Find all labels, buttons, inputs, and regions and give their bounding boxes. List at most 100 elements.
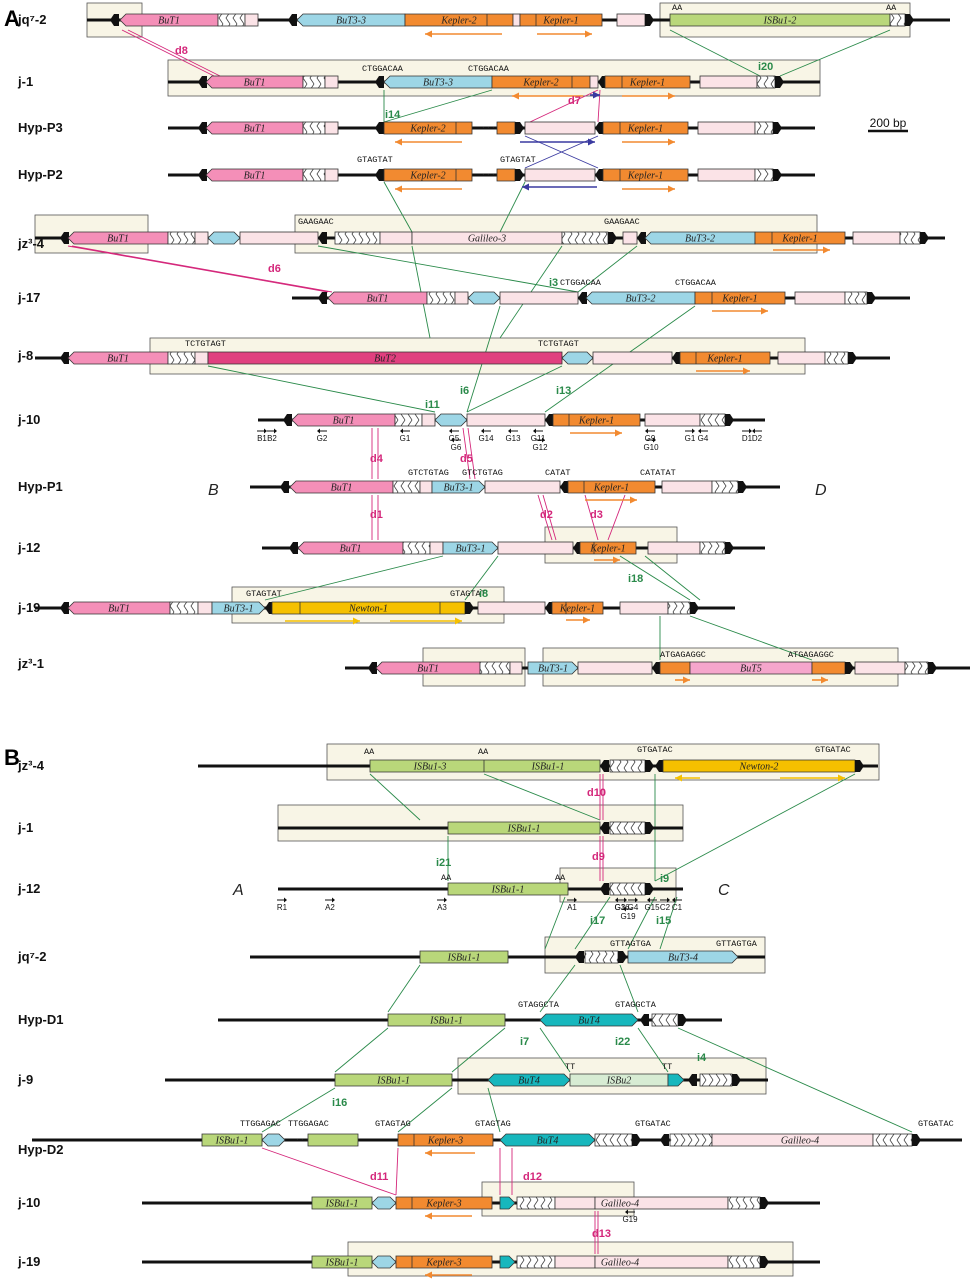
rearrangement-connector [67,245,329,293]
gene-element [207,231,241,245]
pale-segment [419,480,433,494]
ltr-repeat [889,13,906,27]
rearrangement-connector [619,964,639,1013]
terminal-block [618,951,627,963]
terminal-block [645,822,654,834]
pale-segment [697,168,756,182]
element-label: ISBu1-1 [491,885,525,896]
element-label: BuT3-2 [626,294,656,305]
pale-segment [794,291,846,305]
element-label: Kepler-1 [706,354,742,365]
orientation-arrow [780,774,845,782]
primer-marker [325,897,335,903]
orientation-arrow [773,246,830,254]
element-label: ISBu1-2 [763,16,797,27]
insertion-event-i15: i15 [656,915,671,927]
element-label: ISBu1-1 [507,824,541,835]
terminal-block [672,352,681,364]
gene-element [383,75,493,89]
ltr-repeat [699,541,726,555]
gene-element [602,121,689,135]
ltr-repeat [727,1255,761,1269]
orientation-arrow [622,138,675,146]
element-label: BuT3-4 [668,953,698,964]
primer-label: G16 [614,903,630,912]
terminal-block [545,414,554,426]
terminal-block [773,122,782,134]
gene-element [496,121,516,135]
pale-segment [524,168,596,182]
rearrangement-connector [644,555,701,601]
terminal-block [198,76,207,88]
rearrangement-connector [264,555,444,601]
gene-element [694,291,786,305]
element-label: Kepler-1 [781,234,817,245]
element-label: BuT4 [578,1016,600,1027]
junction-sequence: GTAGTAG [475,1119,511,1129]
element-label: BuT3-3 [336,16,366,27]
rearrangement-connector [607,494,626,541]
insertion-event-i13: i13 [556,385,571,397]
ltr-repeat [756,75,776,89]
insertion-event-i6: i6 [460,385,469,397]
junction-sequence: GTCTGTAG [462,468,503,478]
deletion-event-d9: d9 [592,851,605,863]
insertion-event-i4: i4 [697,1052,707,1064]
terminal-block [773,169,782,181]
pale-segment [699,75,758,89]
ellipsis: · · · [482,123,495,134]
terminal-block [368,662,377,674]
element-label: Kepler-3 [425,1258,461,1269]
gene-element [205,121,304,135]
pale-segment [577,661,653,675]
pale-segment [499,291,579,305]
element-label: Kepler-1 [589,544,625,555]
junction-sequence: AA [886,3,897,13]
orientation-arrow [812,676,828,684]
primer-label: G9 [645,434,656,443]
ltr-repeat [669,1133,713,1147]
ltr-repeat [402,541,431,555]
terminal-block [690,602,699,614]
gene-element [291,413,396,427]
ltr-repeat [872,1133,913,1147]
ltr-repeat [899,231,921,245]
pale-segment [324,75,339,89]
junction-sequence: TCTGTAGT [185,339,226,349]
element-label: BuT1 [108,604,130,615]
element-label: ISBu1-1 [531,762,565,773]
ltr-repeat [844,291,868,305]
terminal-block [110,14,119,26]
rearrangement-connector [261,1147,397,1196]
element-label: ISBu1-1 [215,1136,249,1147]
element-label: Kepler-1 [627,124,663,135]
element-label: Galileo-4 [601,1199,639,1210]
element-label: ISBu1-1 [376,1076,410,1087]
gene-element [205,168,304,182]
row-label-j-17: j-17 [17,290,40,305]
junction-sequence: CATATAT [640,468,676,478]
primer-label: G1 [685,434,696,443]
pale-segment [697,121,756,135]
pale-segment [239,231,319,245]
terminal-block [318,232,327,244]
junction-sequence: GTAGGCTA [518,1000,560,1010]
element-label: Kepler-3 [425,1199,461,1210]
terminal-block [645,14,654,26]
terminal-block [60,602,69,614]
insertion-event-i8: i8 [479,588,488,600]
primer-marker [400,428,410,434]
element-label: Kepler-1 [559,604,595,615]
gene-element [67,231,169,245]
terminal-block [660,1134,669,1146]
terminal-block [465,602,474,614]
element-label: Kepler-2 [440,16,476,27]
pale-segment [622,231,638,245]
pale-segment [454,291,469,305]
orientation-arrow [675,676,690,684]
gene-element [442,541,499,555]
insertion-event-i9: i9 [660,873,669,885]
gene-element [205,75,304,89]
gene-element [551,601,604,615]
pale-segment [554,1255,596,1269]
